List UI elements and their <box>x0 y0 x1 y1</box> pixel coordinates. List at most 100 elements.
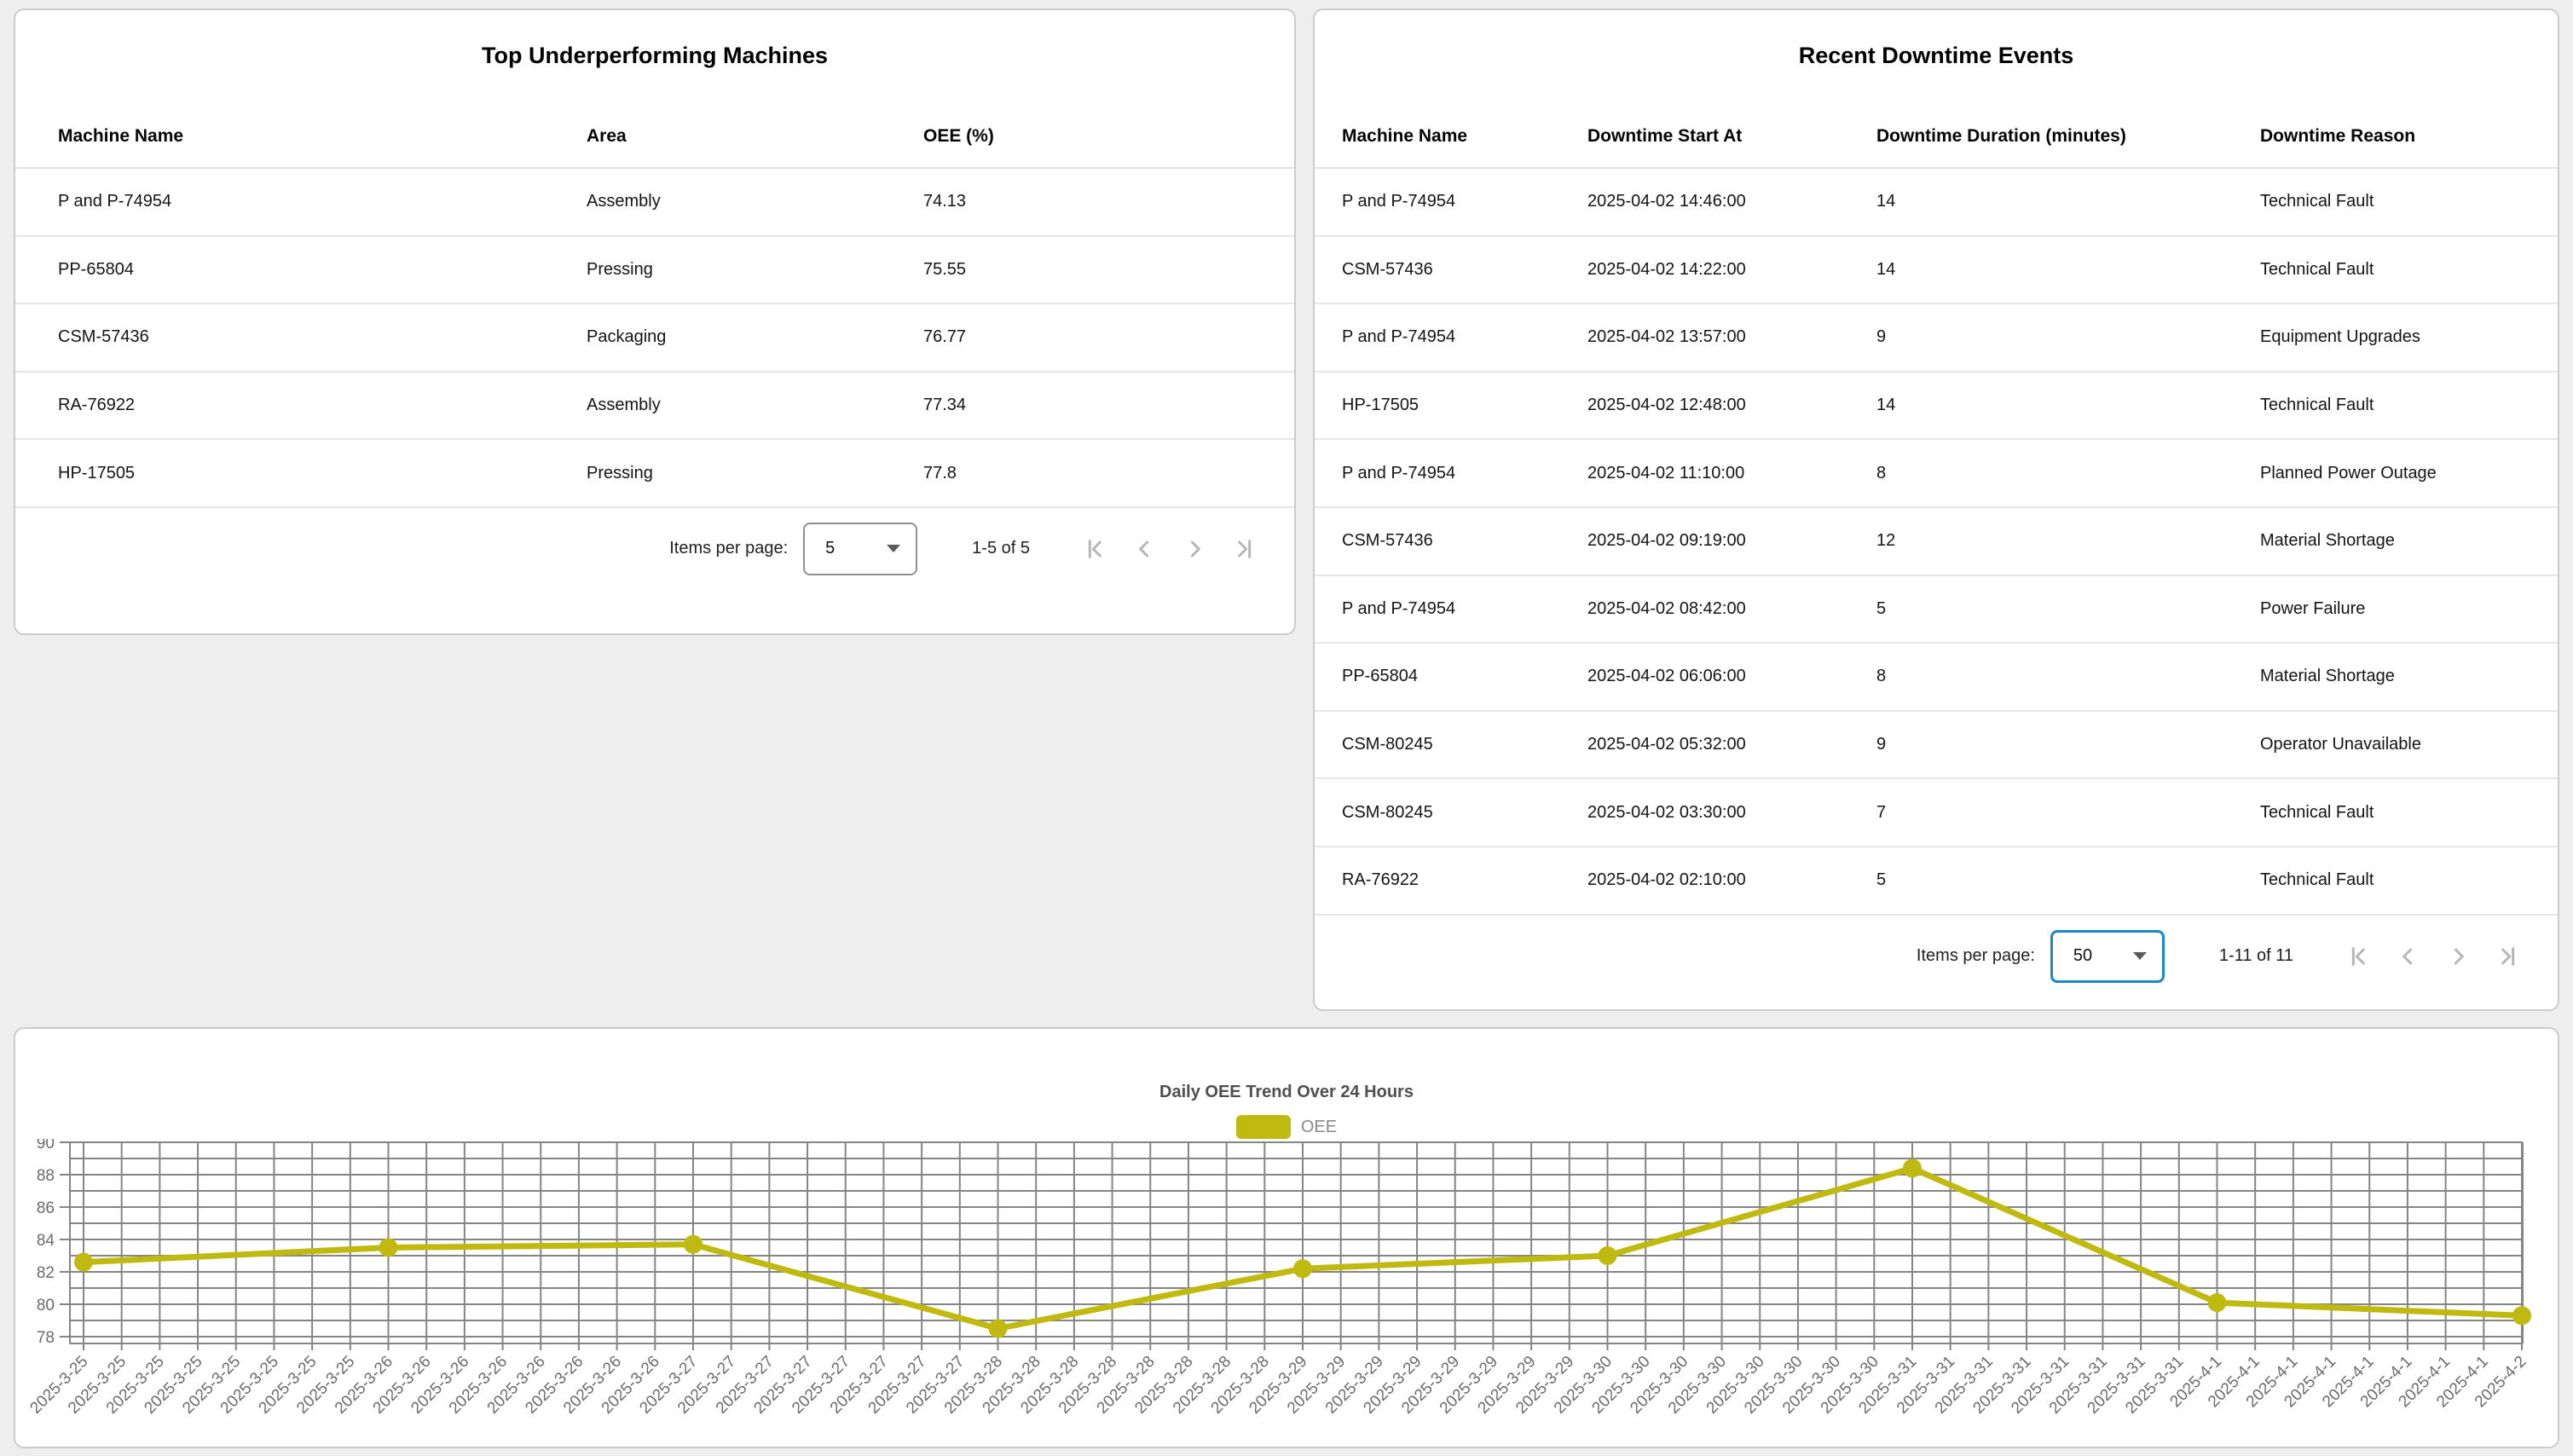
table-cell: P and P-74954 <box>1342 598 1456 618</box>
table-cell: 5 <box>1876 598 1887 618</box>
table-cell: Operator Unavailable <box>2260 735 2421 754</box>
recent-downtime-events-card: Recent Downtime Events Machine Name Downt… <box>1313 9 2559 1011</box>
table-cell: Technical Fault <box>2260 802 2374 822</box>
oee-data-point <box>2207 1293 2227 1313</box>
top-underperforming-machines-card: Top Underperforming Machines Machine Nam… <box>14 9 1296 635</box>
card-title: Recent Downtime Events <box>1798 43 2074 68</box>
last-page-icon <box>2501 946 2515 966</box>
table-cell: CSM-57436 <box>1342 259 1433 279</box>
oee-data-point <box>2512 1306 2531 1326</box>
previous-page-button[interactable] <box>1130 534 1159 563</box>
table-row: HP-17505 2025-04-02 12:48:00 14 Technical F… <box>1315 372 2558 441</box>
previous-page-button[interactable] <box>2394 942 2423 971</box>
table-cell: CSM-57436 <box>58 327 149 347</box>
table-cell: 9 <box>1876 327 1887 347</box>
table-cell: Power Failure <box>2260 598 2366 618</box>
table-cell: Assembly <box>587 192 661 211</box>
table-cell: 76.77 <box>923 327 967 347</box>
oee-data-point <box>379 1238 398 1257</box>
next-page-button[interactable] <box>1180 534 1209 563</box>
first-page-button[interactable] <box>2345 942 2374 971</box>
page-size-select[interactable]: 50 <box>2050 929 2165 983</box>
table-cell: 8 <box>1876 463 1887 482</box>
table-cell: 2025-04-02 09:19:00 <box>1587 531 1746 551</box>
table-cell: Assembly <box>587 396 661 415</box>
oee-data-point <box>1903 1158 1922 1178</box>
table-row: PP-65804 2025-04-02 06:06:00 8 Material Sho… <box>1315 644 2558 712</box>
chevron-down-icon <box>887 545 901 553</box>
table-row: PP-65804 Pressing 75.55 <box>15 236 1294 305</box>
table-cell: 2025-04-02 06:06:00 <box>1587 667 1746 686</box>
table-cell: 2025-04-02 11:10:00 <box>1587 463 1745 482</box>
last-page-button[interactable] <box>1229 534 1258 563</box>
table-cell: 2025-04-02 02:10:00 <box>1587 870 1746 890</box>
table-cell: 8 <box>1876 667 1887 686</box>
table-cell: P and P-74954 <box>1342 327 1456 347</box>
table-cell: 12 <box>1876 531 1896 551</box>
daily-oee-trend-card: Daily OEE Trend Over 24 Hours OEE 2025-3… <box>14 1027 2559 1448</box>
y-axis-tick-label: 78 <box>37 1329 55 1347</box>
table-row: CSM-57436 2025-04-02 09:19:00 12 Material S… <box>1315 507 2558 576</box>
oee-line-chart: 2025-3-252025-3-252025-3-252025-3-252025… <box>26 1139 2531 1418</box>
table-header-row: Machine Name Area OEE (%) <box>15 70 1294 169</box>
table-cell: 2025-04-02 08:42:00 <box>1587 598 1746 618</box>
last-page-button[interactable] <box>2493 942 2522 971</box>
table-row: P and P-74954 2025-04-02 14:46:00 14 Techni… <box>1315 169 2558 237</box>
table-cell: P and P-74954 <box>58 192 172 211</box>
table-cell: Technical Fault <box>2260 870 2374 890</box>
table-cell: 2025-04-02 13:57:00 <box>1587 327 1746 347</box>
table-cell: 5 <box>1876 870 1887 890</box>
table-cell: 7 <box>1876 802 1887 822</box>
table-cell: 2025-04-02 03:30:00 <box>1587 802 1746 822</box>
table-row: P and P-74954 2025-04-02 11:10:00 8 Planned… <box>1315 440 2558 508</box>
first-page-icon <box>2351 946 2365 966</box>
table-cell: 2025-04-02 14:46:00 <box>1587 192 1746 211</box>
legend-swatch-oee <box>1235 1115 1291 1139</box>
table-row: RA-76922 2025-04-02 02:10:00 5 Technical Fa… <box>1315 846 2558 916</box>
table-cell: 2025-04-02 12:48:00 <box>1587 396 1746 415</box>
y-axis-tick-label: 84 <box>37 1232 55 1250</box>
y-axis-tick-label: 90 <box>37 1139 55 1153</box>
table-cell: PP-65804 <box>1342 667 1418 686</box>
table-row: CSM-80245 2025-04-02 03:30:00 7 Technical F… <box>1315 779 2558 847</box>
table-row: CSM-80245 2025-04-02 05:32:00 9 Operator Un… <box>1315 711 2558 780</box>
column-header: Downtime Reason <box>2260 126 2416 146</box>
table-cell: 9 <box>1876 735 1887 754</box>
first-page-button[interactable] <box>1081 534 1110 563</box>
oee-data-point <box>74 1252 93 1272</box>
table-row: P and P-74954 2025-04-02 08:42:00 5 Power F… <box>1315 575 2558 644</box>
table-cell: Material Shortage <box>2260 667 2395 686</box>
column-header: Downtime Duration (minutes) <box>1876 126 2126 146</box>
table-cell: Packaging <box>587 327 667 347</box>
items-per-page-label: Items per page: <box>669 539 789 558</box>
table-cell: 14 <box>1876 192 1896 211</box>
table-cell: Equipment Upgrades <box>2260 327 2420 347</box>
oee-data-point <box>988 1319 1008 1338</box>
page-size-select[interactable]: 5 <box>803 522 918 575</box>
table-cell: 14 <box>1876 259 1896 279</box>
table-cell: 2025-04-02 14:22:00 <box>1587 259 1746 279</box>
table-cell: Material Shortage <box>2260 531 2395 551</box>
table-cell: Technical Fault <box>2260 192 2374 211</box>
next-page-button[interactable] <box>2443 942 2472 971</box>
chevron-left-icon <box>1139 540 1149 558</box>
table-cell: Planned Power Outage <box>2260 463 2437 482</box>
column-header: Area <box>587 126 627 146</box>
table-cell: HP-17505 <box>1342 396 1419 415</box>
paginator: Items per page: 50 1-11 of 11 <box>1315 916 2558 997</box>
paginator: Items per page: 5 1-5 of 5 <box>15 508 1294 590</box>
table-cell: P and P-74954 <box>1342 463 1456 482</box>
chart-legend[interactable]: OEE <box>15 1114 2558 1140</box>
table-row: CSM-57436 2025-04-02 14:22:00 14 Technical … <box>1315 236 2558 305</box>
table-body: P and P-74954 2025-04-02 14:46:00 14 Techni… <box>1315 169 2558 916</box>
column-header: Machine Name <box>58 126 184 146</box>
table-cell: CSM-80245 <box>1342 735 1433 754</box>
items-per-page-label: Items per page: <box>1916 946 2035 966</box>
table-cell: RA-76922 <box>1342 870 1419 890</box>
chevron-left-icon <box>2402 948 2413 964</box>
page-size-value: 50 <box>2073 946 2093 966</box>
table-cell: 74.13 <box>923 192 967 211</box>
table-row: P and P-74954 Assembly 74.13 <box>15 169 1294 237</box>
page-size-value: 5 <box>825 539 836 558</box>
table-cell: 75.55 <box>923 259 967 279</box>
